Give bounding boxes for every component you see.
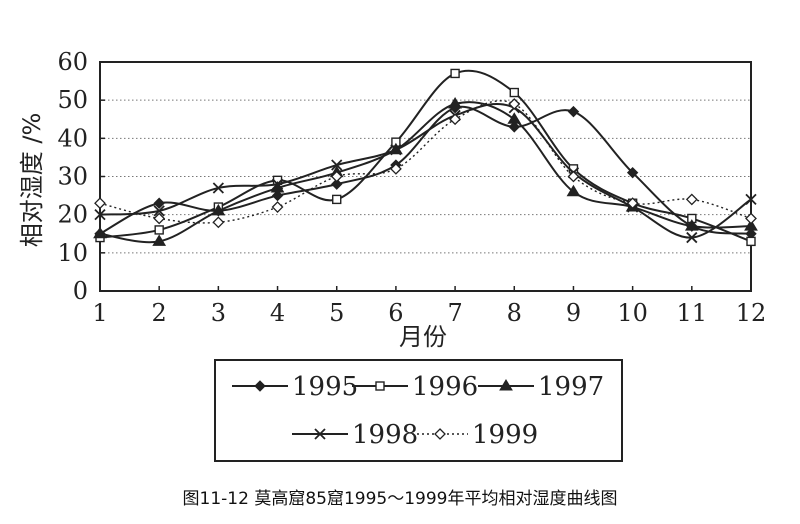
data-point-1997-m2 [152, 234, 167, 246]
data-point-1998-m2 [153, 205, 165, 217]
y-tick-label: 40 [57, 124, 88, 152]
legend-marker [499, 379, 513, 391]
y-tick-label: 30 [57, 163, 88, 191]
data-point-1996-m7 [450, 68, 460, 79]
data-point-1999-m7 [449, 113, 462, 126]
x-tick-label: 10 [617, 299, 648, 327]
y-axis: 0 10 20 30 40 50 60 [57, 48, 105, 305]
series-layer [93, 68, 758, 247]
grid-lines [100, 99, 751, 254]
data-point-1999-m6 [389, 162, 402, 175]
legend-item-1995: 1995 [232, 372, 358, 402]
data-point-1998-m3 [212, 182, 225, 194]
data-point-1996-m12 [746, 236, 756, 247]
x-tick-label: 12 [736, 299, 767, 327]
x-axis-label: 月份 [399, 323, 447, 351]
x-tick-label: 4 [270, 299, 285, 327]
data-point-1999-m1 [94, 197, 106, 210]
data-point-1999-m10 [626, 197, 639, 210]
data-point-1995-m4 [271, 189, 284, 202]
data-point-1998-m11 [686, 231, 698, 244]
data-point-1997-m3 [211, 203, 226, 216]
legend-item-1999: 1999 [412, 420, 538, 450]
data-point-1998-m1 [94, 209, 106, 221]
legend: 1995 1996 1997 1998 1999 [232, 372, 604, 450]
legend-label: 1996 [412, 372, 478, 402]
legend-label: 1999 [472, 420, 538, 450]
data-point-1996-m2 [154, 225, 164, 235]
series-1999 [94, 98, 757, 229]
series-1996 [95, 68, 756, 247]
x-tick-label: 6 [388, 299, 403, 327]
x-tick-label: 1 [92, 299, 107, 327]
y-tick-label: 20 [57, 201, 88, 229]
data-point-1997-m8 [507, 112, 522, 124]
data-point-1995-m10 [626, 166, 639, 179]
data-point-1999-m8 [508, 98, 521, 110]
x-tick-label: 8 [507, 299, 522, 327]
series-line-1999 [99, 100, 752, 224]
data-point-1995-m2 [153, 197, 165, 209]
data-point-1998-m5 [331, 159, 343, 171]
data-point-1995-m9 [567, 105, 580, 118]
data-point-1999-m5 [330, 170, 343, 183]
legend-item-1997: 1997 [478, 372, 604, 402]
y-axis-label: 相对湿度 /% [18, 113, 46, 248]
legend-marker [375, 381, 385, 391]
figure-caption: 图11-12 莫高窟85窟1995～1999年平均相对湿度曲线图 [182, 489, 618, 509]
data-point-1998-m6 [390, 144, 402, 156]
legend-item-1996: 1996 [352, 372, 478, 402]
x-tick-label: 3 [211, 299, 226, 327]
x-tick-label: 11 [677, 299, 708, 327]
data-point-1999-m2 [153, 212, 166, 225]
x-tick-label: 2 [152, 299, 167, 327]
legend-label: 1998 [352, 420, 418, 450]
legend-marker [434, 428, 446, 440]
legend-box [214, 359, 623, 462]
data-point-1999-m12 [745, 212, 757, 225]
data-point-1997-m1 [93, 226, 107, 239]
data-point-1999-m3 [212, 216, 225, 229]
data-point-1996-m8 [509, 87, 519, 98]
data-point-1999-m11 [685, 193, 698, 206]
y-tick-label: 0 [73, 277, 88, 305]
data-point-1995-m8 [508, 121, 520, 133]
legend-label: 1997 [538, 372, 604, 402]
legend-marker [314, 428, 326, 440]
series-line-1998 [99, 102, 752, 239]
data-point-1999-m4 [271, 201, 284, 213]
x-tick-label: 9 [566, 299, 581, 327]
data-point-1998-m12 [745, 193, 757, 206]
legend-marker [254, 380, 266, 392]
data-point-1998-m4 [271, 178, 284, 190]
y-tick-label: 50 [57, 86, 88, 114]
data-point-1997-m7 [448, 97, 462, 109]
x-tick-label: 5 [329, 299, 344, 327]
y-tick-label: 60 [57, 48, 88, 76]
data-point-1997-m11 [684, 219, 699, 231]
data-point-1999-m9 [567, 170, 580, 183]
legend-label: 1995 [292, 372, 358, 402]
data-point-1996-m5 [332, 194, 342, 205]
data-point-1997-m12 [744, 219, 758, 231]
legend-item-1998: 1998 [292, 420, 418, 450]
x-axis: 1 2 3 4 5 6 7 8 9 10 11 12 [92, 286, 766, 327]
y-tick-label: 10 [57, 239, 88, 267]
data-point-1997-m9 [566, 184, 581, 197]
series-line-1996 [99, 69, 752, 243]
x-tick-label: 7 [447, 299, 462, 327]
data-point-1995-m5 [331, 178, 343, 190]
